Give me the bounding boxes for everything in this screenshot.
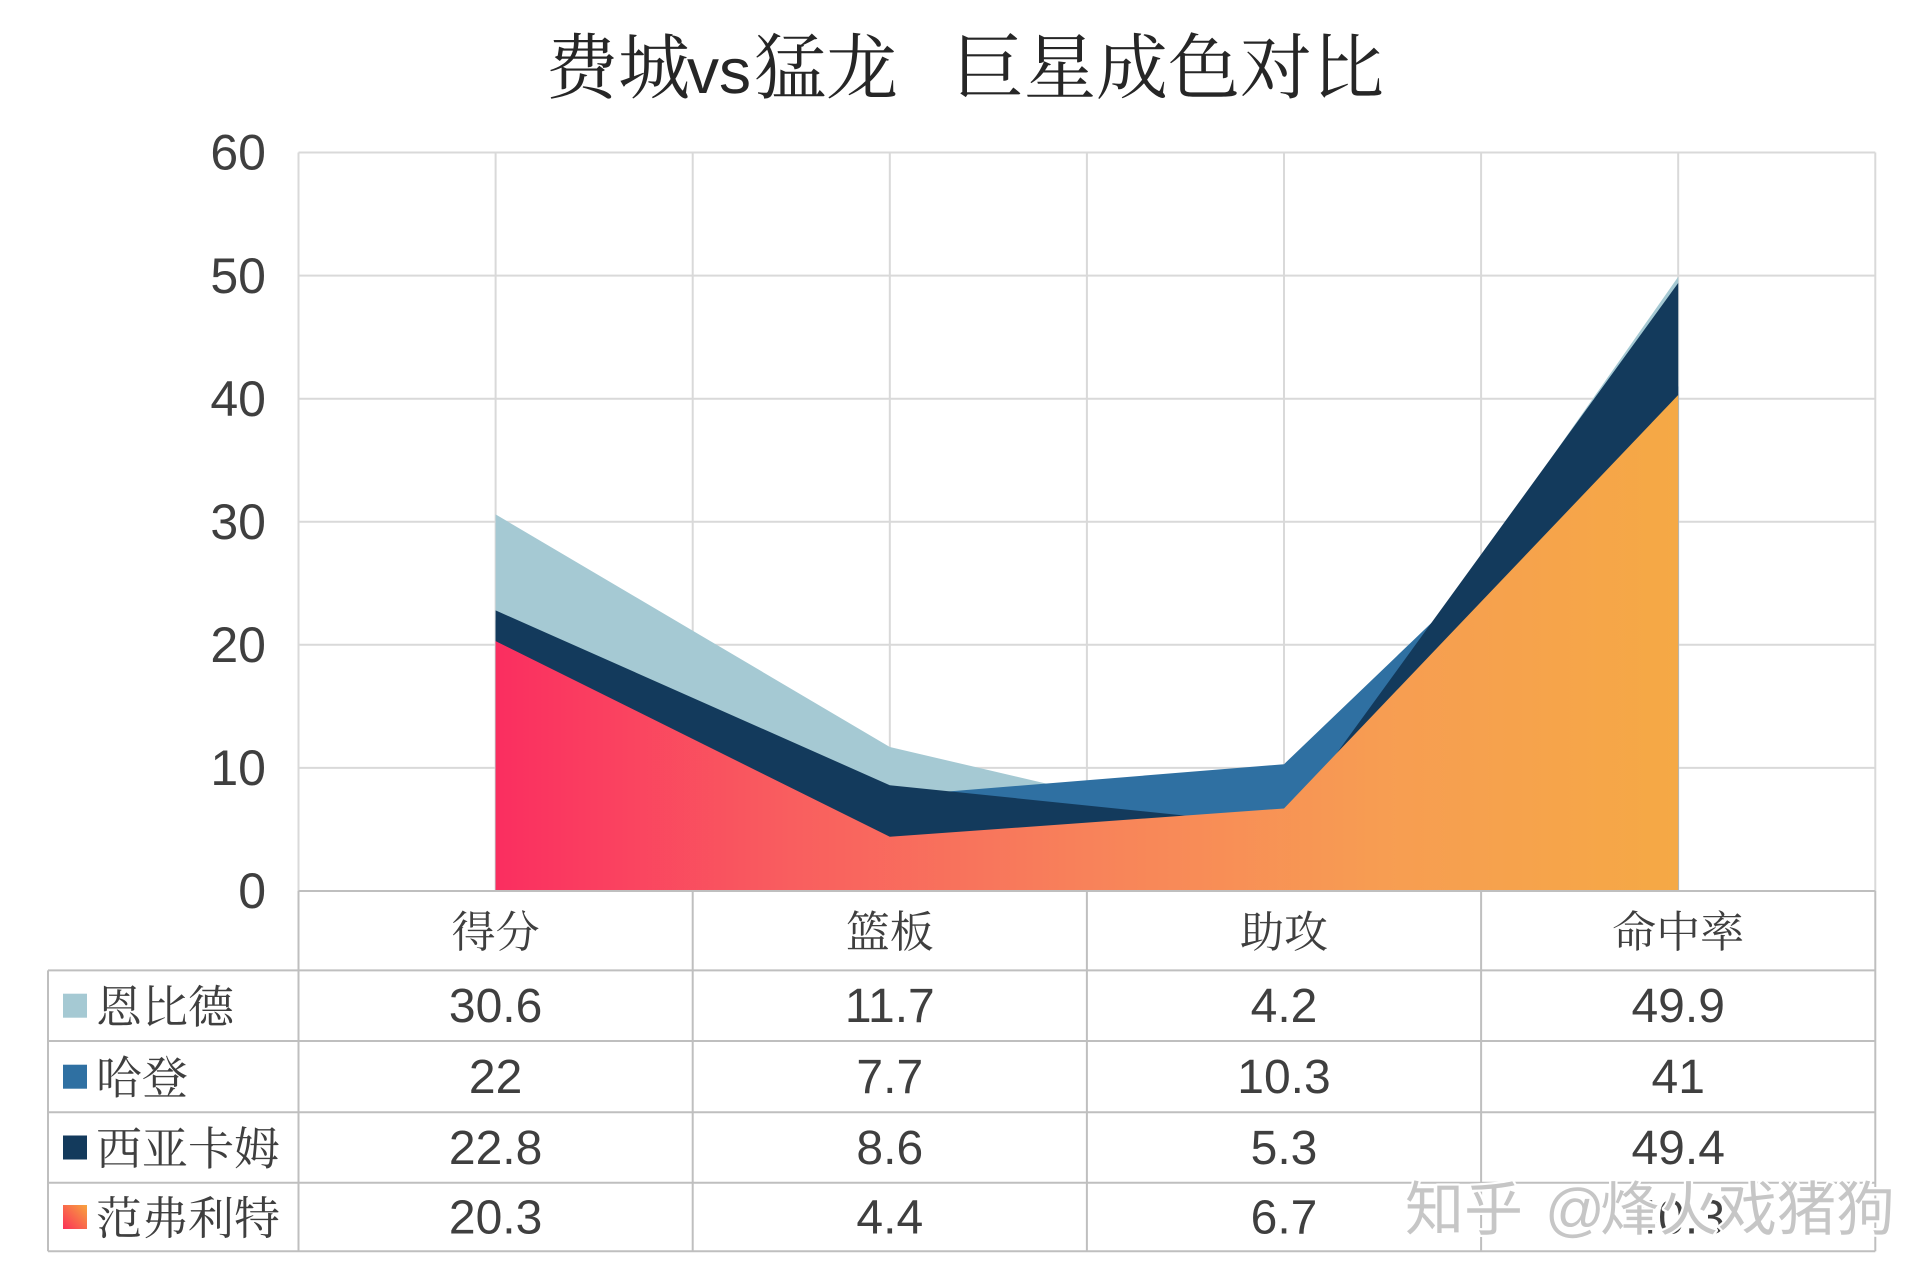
svg-text:30: 30 <box>210 494 266 550</box>
svg-text:20.3: 20.3 <box>449 1192 542 1245</box>
svg-text:49.9: 49.9 <box>1631 980 1724 1033</box>
svg-text:0: 0 <box>238 863 266 919</box>
svg-text:20: 20 <box>210 617 266 673</box>
svg-text:4.2: 4.2 <box>1251 980 1318 1033</box>
svg-text:5.3: 5.3 <box>1251 1122 1318 1175</box>
svg-text:6.7: 6.7 <box>1251 1192 1318 1245</box>
svg-text:41: 41 <box>1652 1051 1705 1104</box>
svg-text:60: 60 <box>210 125 266 181</box>
svg-text:11.7: 11.7 <box>845 980 935 1033</box>
svg-text:30.6: 30.6 <box>449 980 542 1033</box>
svg-text:22.8: 22.8 <box>449 1122 542 1175</box>
svg-text:10: 10 <box>210 740 266 796</box>
svg-text:7.7: 7.7 <box>856 1051 923 1104</box>
svg-text:4.4: 4.4 <box>856 1192 923 1245</box>
svg-text:22: 22 <box>469 1051 522 1104</box>
svg-text:10.3: 10.3 <box>1237 1051 1330 1104</box>
svg-text:50: 50 <box>210 248 266 304</box>
svg-text:49.4: 49.4 <box>1631 1122 1724 1175</box>
svg-text:8.6: 8.6 <box>856 1122 923 1175</box>
svg-text:40: 40 <box>210 371 266 427</box>
